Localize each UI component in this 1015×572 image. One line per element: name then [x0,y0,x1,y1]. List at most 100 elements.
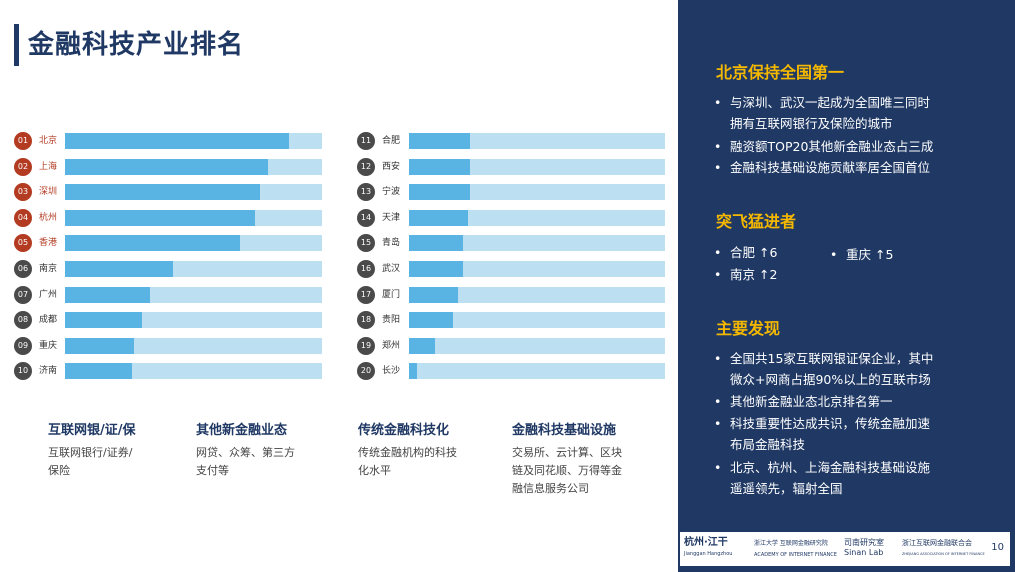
rank-row: 03 深圳 [14,183,322,202]
city-label: 宁波 [382,187,401,198]
city-label: 成都 [39,315,58,326]
footer-logos: 杭州·江干 Jianggan Hangzhou 浙江大学 互联网金融研究院 AC… [680,532,1010,566]
rank-badge: 06 [14,260,32,278]
bullet-text: 金融科技基础设施贡献率居全国首位 [730,160,931,175]
rank-badge: 03 [14,183,32,202]
bar-贵阳 [409,312,453,329]
logo-sinan-lab: 司南研究室 Sinan Lab [844,538,884,557]
rank-row: 19 郑州 [357,336,665,355]
bar-西安 [409,158,471,175]
bullet-text: 北京、杭州、上海金融科技基础设施 [730,460,931,475]
bar-track [409,133,665,149]
logo-jianggan: 杭州·江干 Jianggan Hangzhou [684,537,733,558]
bullet-dot-icon: • [714,267,722,282]
rank-row: 15 青岛 [357,234,665,253]
city-label: 武汉 [382,264,401,274]
bar-track [65,209,322,226]
category-desc-line: 网贷、众筹、第三方 [196,446,295,459]
bar-track [65,286,322,303]
rank-badge: 17 [357,285,375,304]
category-title: 传统金融科技化 [358,423,450,438]
bar-成都 [65,312,143,329]
city-label: 贵阳 [382,315,401,326]
category-title: 金融科技基础设施 [512,423,617,438]
bullet-dot-icon: • [714,416,722,431]
bullet-dot-icon: • [714,460,722,475]
rank-row: 12 西安 [357,157,665,176]
section-title: 主要发现 [716,319,781,338]
bullet-text: 遥遥领先，辐射全国 [730,481,843,496]
bullet-dot-icon: • [714,139,722,154]
bar-郑州 [409,337,435,354]
rank-badge: 14 [357,208,375,227]
rank-badge: 16 [357,260,375,278]
bar-track [65,133,322,149]
rank-row: 01 北京 [14,132,322,150]
bar-济南 [65,363,132,380]
rank-row: 20 长沙 [357,362,665,381]
bar-北京 [65,133,289,149]
category-desc-line: 交易所、云计算、区块 [512,446,622,459]
rank-row: 18 贵阳 [357,311,665,330]
rank-badge: 01 [14,132,32,150]
bar-track [409,337,665,354]
bar-track [65,363,322,380]
city-label: 香港 [39,238,58,249]
city-label: 深圳 [39,187,58,198]
category-desc-line: 链及同花顺、万得等金 [512,464,622,477]
bullet-text: 布局金融科技 [730,437,806,452]
findings-panel: 北京保持全国第一 • 与深圳、武汉一起成为全国唯三同时 拥有互联网银行及保险的城市 • 融… [678,0,1015,572]
bar-track [409,209,665,226]
rank-badge: 07 [14,285,32,304]
bar-厦门 [409,286,458,303]
rank-row: 13 宁波 [357,183,665,202]
bar-track [409,184,665,201]
section-title: 北京保持全国第一 [716,63,845,82]
bar-track [409,363,665,380]
bullet-dot-icon: • [830,247,838,262]
category-desc-line: 互联网银行/证券/ [48,446,133,459]
bar-天津 [409,209,468,226]
rank-badge: 12 [357,157,375,176]
bullet-dot-icon: • [714,160,722,175]
city-label: 西安 [382,161,401,172]
bullet-text: 其他新金融业态北京排名第一 [730,394,893,409]
category-desc-line: 传统金融机构的科技 [358,446,457,459]
category-desc: 网贷、众筹、第三方 支付等 [196,444,295,480]
rank-badge: 20 [357,362,375,381]
bullet-text: 融资额TOP20其他新金融业态占三成 [730,139,934,154]
bar-合肥 [409,133,471,149]
bullet-text: 合肥 ↑6 [730,245,778,260]
bar-杭州 [65,209,256,226]
rank-badge: 10 [14,362,32,381]
bar-重庆 [65,337,135,354]
page-title: 金融科技产业排名 [28,30,245,60]
city-label: 广州 [39,289,58,300]
bullet-text: 微众+网商占据90%以上的互联市场 [730,372,931,387]
rank-row: 14 天津 [357,208,665,227]
bar-track [65,312,322,329]
bullet-text: 全国共15家互联网银证保企业，其中 [730,351,934,366]
category-desc: 互联网银行/证券/保险 [48,444,132,480]
rank-row: 07 广州 [14,285,322,304]
rank-badge: 09 [14,336,32,355]
rank-badge: 19 [357,336,375,355]
category-desc-line: 化水平 [358,464,391,477]
category-title: 其他新金融业态 [196,423,288,438]
logo-zju-aif: 浙江大学 互联网金融研究院 ACADEMY OF INTERNET FINANC… [754,540,837,558]
bar-track [409,158,665,175]
section-title: 突飞猛进者 [716,212,797,231]
bar-武汉 [409,261,463,277]
rank-row: 16 武汉 [357,260,665,278]
bar-深圳 [65,184,261,201]
page-number: 10 [991,542,1004,553]
bar-上海 [65,158,269,175]
city-label: 杭州 [39,212,58,223]
city-label: 青岛 [382,238,401,249]
rank-row: 17 厦门 [357,285,665,304]
bullet-text: 重庆 ↑5 [846,247,894,262]
bullet-text: 拥有互联网银行及保险的城市 [730,116,893,131]
city-label: 郑州 [382,340,401,351]
city-label: 重庆 [39,340,58,351]
rank-row: 02 上海 [14,157,322,176]
